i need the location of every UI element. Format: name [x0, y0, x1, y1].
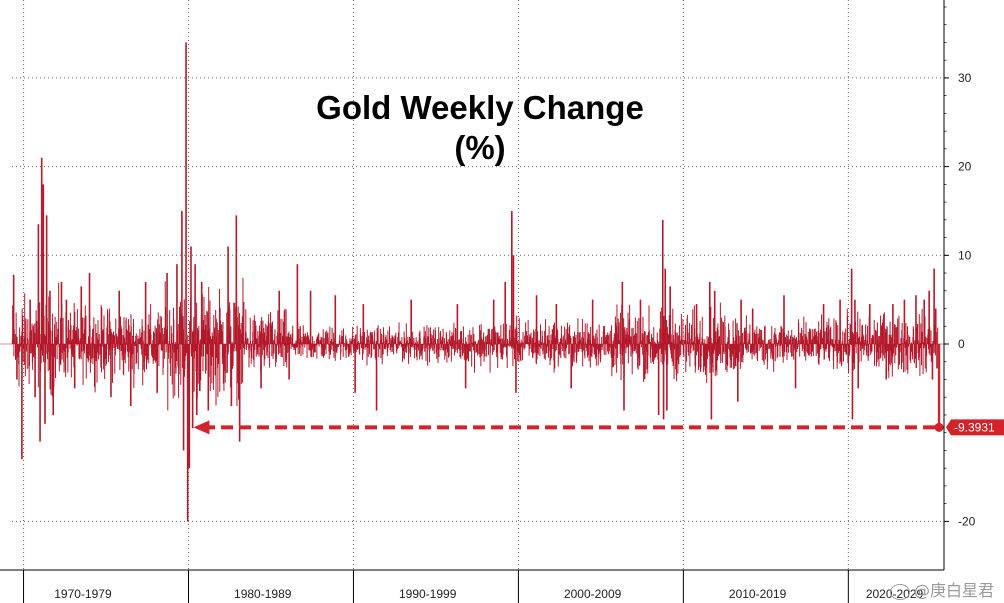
- grid-lines: [12, 0, 944, 570]
- x-tick-label: 2000-2009: [564, 587, 622, 601]
- x-tick-label: 2010-2019: [729, 587, 787, 601]
- y-tick-label: -20: [958, 514, 976, 528]
- watermark: @庚白星君: [889, 577, 994, 601]
- x-tick-label: 1970-1979: [54, 587, 112, 601]
- chart-title-line1: Gold Weekly Change: [316, 89, 644, 126]
- y-tick-label: 10: [958, 248, 972, 262]
- axes: 30 20 10 0 -20 1970-1979 1980-1989 1990-1999 200…: [0, 0, 976, 603]
- x-tick-label: 1980-1989: [234, 587, 292, 601]
- chart-title-line2: (%): [454, 129, 506, 166]
- chart-title: Gold Weekly Change (%): [260, 88, 700, 168]
- y-tick-label: 20: [958, 160, 972, 174]
- y-tick-label: 0: [958, 337, 965, 351]
- last-value-tag: [946, 419, 1004, 436]
- watermark-text: @庚白星君: [913, 581, 994, 600]
- bar-series: [11, 42, 941, 522]
- last-value-marker: [934, 422, 944, 432]
- weibo-icon: [889, 583, 910, 600]
- arrowhead-icon: [193, 420, 210, 435]
- x-tick-label: 1990-1999: [399, 587, 457, 601]
- y-tick-label: 30: [958, 71, 972, 85]
- annotation: -9.3931: [193, 419, 1004, 436]
- last-value-label: -9.3931: [954, 420, 995, 434]
